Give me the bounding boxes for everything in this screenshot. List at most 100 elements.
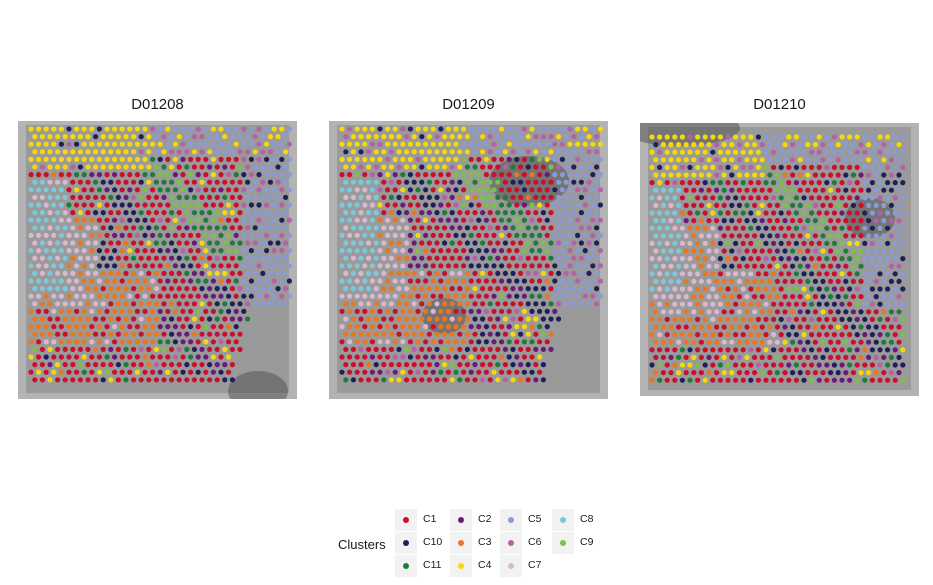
spot-c1: [381, 210, 387, 216]
spot-c3: [668, 324, 674, 330]
spot-c2: [233, 232, 239, 238]
spot-c10: [763, 225, 769, 231]
spot-c4: [782, 142, 788, 148]
spot-c1: [691, 370, 697, 376]
spot-c6: [824, 164, 830, 170]
spot-c5: [283, 255, 289, 261]
spot-c10: [119, 202, 125, 208]
spot-c5: [267, 225, 273, 231]
spot-c5: [571, 194, 577, 200]
spot-c4: [112, 141, 118, 147]
spot-c4: [426, 164, 432, 170]
spot-c4: [93, 164, 99, 170]
spot-c1: [548, 179, 554, 185]
spot-c1: [801, 301, 807, 307]
spot-c1: [767, 187, 773, 193]
spot-c4: [763, 347, 769, 353]
spot-c10: [339, 369, 345, 375]
spot-c2: [430, 354, 436, 360]
spot-c4: [733, 164, 739, 170]
spot-c1: [839, 180, 845, 186]
spot-c5: [499, 141, 505, 147]
spot-c10: [801, 271, 807, 277]
spot-c9: [499, 293, 505, 299]
spot-c6: [657, 149, 663, 155]
spot-c6: [888, 157, 894, 163]
spot-c1: [70, 194, 76, 200]
spot-c7: [51, 308, 57, 314]
spot-c4: [755, 149, 761, 155]
spot-c5: [590, 202, 596, 208]
spot-c1: [755, 377, 761, 383]
spot-c1: [430, 248, 436, 254]
spot-c4: [222, 210, 228, 216]
spot-c1: [649, 347, 655, 353]
legend-label: C7: [528, 559, 542, 571]
spot-c7: [366, 240, 372, 246]
spot-c3: [96, 308, 102, 314]
spot-c3: [415, 339, 421, 345]
spot-c3: [343, 331, 349, 337]
spot-c1: [755, 195, 761, 201]
spot-c1: [184, 377, 190, 383]
spot-c3: [691, 248, 697, 254]
spot-c1: [824, 271, 830, 277]
spot-c2: [195, 172, 201, 178]
spot-c4: [710, 164, 716, 170]
spot-c9: [153, 164, 159, 170]
spot-c1: [752, 370, 758, 376]
spot-c3: [445, 293, 451, 299]
spot-c1: [537, 172, 543, 178]
spot-c3: [153, 331, 159, 337]
spot-c9: [755, 240, 761, 246]
spot-c3: [169, 301, 175, 307]
spot-c10: [407, 354, 413, 360]
spot-c1: [487, 377, 493, 383]
spot-c1: [161, 377, 167, 383]
spot-c5: [275, 210, 281, 216]
spot-c2: [759, 218, 765, 224]
spot-c4: [801, 332, 807, 338]
spot-c6: [714, 142, 720, 148]
spot-c10: [736, 202, 742, 208]
spot-c1: [426, 331, 432, 337]
spot-c3: [396, 240, 402, 246]
spot-c4: [267, 134, 273, 140]
spot-c5: [275, 270, 281, 276]
legend-label: C8: [580, 513, 594, 525]
spot-c1: [786, 164, 792, 170]
spot-c4: [62, 164, 68, 170]
spot-c4: [373, 149, 379, 155]
spot-c1: [229, 270, 235, 276]
spot-c7: [385, 263, 391, 269]
spot-c1: [767, 263, 773, 269]
spot-c1: [66, 354, 72, 360]
spot-c4: [388, 134, 394, 140]
spot-c10: [104, 263, 110, 269]
spot-c1: [748, 195, 754, 201]
spot-c10: [790, 324, 796, 330]
spot-c10: [419, 179, 425, 185]
spot-c3: [683, 339, 689, 345]
spot-c1: [438, 232, 444, 238]
spot-c5: [877, 256, 883, 262]
spot-c1: [820, 324, 826, 330]
spot-c1: [514, 187, 520, 193]
spot-c11: [548, 240, 554, 246]
spot-c2: [797, 339, 803, 345]
spot-c1: [93, 331, 99, 337]
spot-c2: [184, 331, 190, 337]
spot-c5: [286, 187, 292, 193]
spot-c10: [184, 362, 190, 368]
spot-c1: [805, 248, 811, 254]
spot-c1: [495, 164, 501, 170]
legend-marker: [458, 517, 464, 523]
spot-c1: [165, 308, 171, 314]
spot-c6: [245, 225, 251, 231]
spot-c1: [752, 354, 758, 360]
spot-c4: [112, 126, 118, 132]
spot-c6: [388, 149, 394, 155]
spot-c10: [729, 263, 735, 269]
spot-c1: [131, 240, 137, 246]
spot-c3: [142, 278, 148, 284]
